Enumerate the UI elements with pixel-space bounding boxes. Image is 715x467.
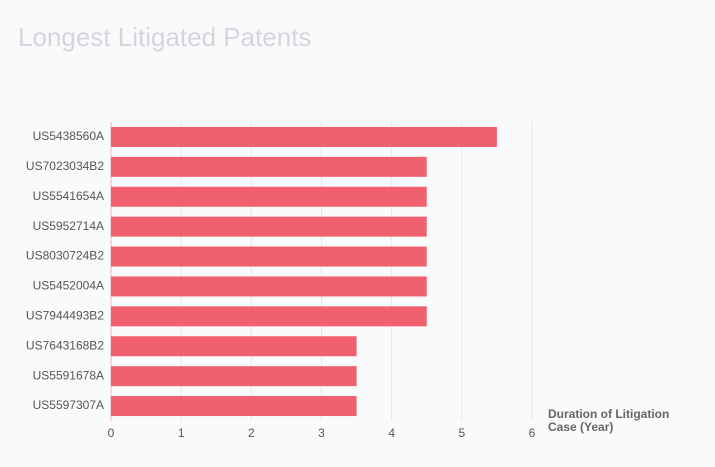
- x-axis-label: Duration of Litigation Case (Year): [548, 408, 680, 434]
- bar: [111, 217, 427, 237]
- y-tick-label: US5597307A: [33, 398, 104, 412]
- bar: [111, 336, 357, 356]
- x-tick-label: 0: [108, 426, 115, 440]
- x-tick-label: 4: [388, 426, 395, 440]
- x-tick-label: 6: [529, 426, 536, 440]
- x-tick-label: 1: [178, 426, 185, 440]
- y-tick-label: US7023034B2: [26, 159, 104, 173]
- x-tick-label: 2: [248, 426, 255, 440]
- x-tick-label: 5: [458, 426, 465, 440]
- y-tick-label: US7643168B2: [26, 338, 104, 352]
- y-tick-label: US5591678A: [33, 368, 104, 382]
- bar: [111, 276, 427, 296]
- bar: [111, 247, 427, 267]
- bar: [111, 187, 427, 207]
- bar: [111, 396, 357, 416]
- x-tick-label: 3: [318, 426, 325, 440]
- y-tick-label: US5541654A: [33, 189, 104, 203]
- bar: [111, 157, 427, 177]
- y-tick-label: US8030724B2: [26, 249, 104, 263]
- y-tick-label: US5438560A: [33, 129, 104, 143]
- y-tick-label: US7944493B2: [26, 309, 104, 323]
- y-tick-label: US5952714A: [33, 219, 104, 233]
- bar: [111, 306, 427, 326]
- bar: [111, 127, 497, 147]
- bar: [111, 366, 357, 386]
- y-tick-label: US5452004A: [33, 279, 104, 293]
